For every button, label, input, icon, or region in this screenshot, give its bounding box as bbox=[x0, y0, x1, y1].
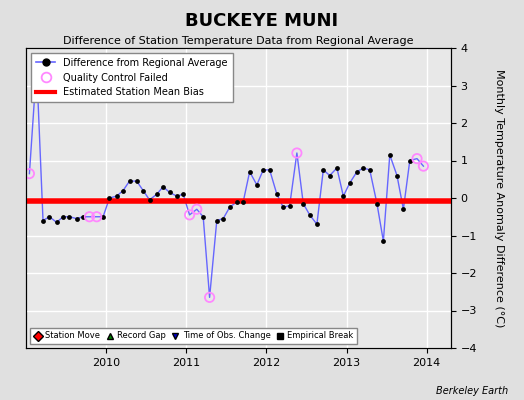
Point bbox=[373, 200, 381, 207]
Point bbox=[319, 167, 328, 173]
Point bbox=[152, 191, 161, 198]
Point bbox=[119, 187, 127, 194]
Point bbox=[406, 157, 414, 164]
Point bbox=[293, 150, 301, 156]
Point bbox=[32, 64, 41, 70]
Point bbox=[72, 216, 81, 222]
Legend: Station Move, Record Gap, Time of Obs. Change, Empirical Break: Station Move, Record Gap, Time of Obs. C… bbox=[30, 328, 357, 344]
Y-axis label: Monthly Temperature Anomaly Difference (°C): Monthly Temperature Anomaly Difference (… bbox=[494, 69, 504, 327]
Point bbox=[286, 202, 294, 209]
Point bbox=[253, 182, 261, 188]
Point bbox=[79, 214, 88, 220]
Point bbox=[225, 204, 234, 210]
Point bbox=[353, 168, 361, 175]
Point bbox=[233, 198, 241, 205]
Point bbox=[299, 200, 308, 207]
Point bbox=[272, 191, 281, 198]
Point bbox=[386, 152, 394, 158]
Point bbox=[105, 195, 114, 201]
Point bbox=[92, 214, 101, 220]
Point bbox=[66, 214, 74, 220]
Point bbox=[305, 212, 314, 218]
Point bbox=[333, 165, 341, 171]
Point bbox=[213, 217, 221, 224]
Point bbox=[159, 184, 167, 190]
Point bbox=[133, 178, 141, 184]
Point bbox=[393, 172, 401, 179]
Point bbox=[339, 193, 347, 199]
Point bbox=[185, 212, 194, 218]
Point bbox=[205, 294, 214, 300]
Point bbox=[366, 167, 374, 173]
Text: Berkeley Earth: Berkeley Earth bbox=[436, 386, 508, 396]
Point bbox=[345, 180, 354, 186]
Point bbox=[85, 214, 94, 220]
Point bbox=[199, 214, 208, 220]
Point bbox=[359, 165, 367, 171]
Point bbox=[379, 238, 388, 244]
Point bbox=[145, 197, 154, 203]
Point bbox=[25, 170, 34, 177]
Point bbox=[413, 156, 421, 162]
Point bbox=[166, 189, 174, 196]
Point bbox=[266, 167, 274, 173]
Point bbox=[172, 193, 181, 199]
Point bbox=[39, 217, 47, 224]
Point bbox=[279, 204, 288, 210]
Point bbox=[193, 206, 201, 212]
Point bbox=[179, 191, 188, 198]
Point bbox=[52, 219, 61, 226]
Point bbox=[399, 206, 408, 212]
Point bbox=[239, 198, 247, 205]
Point bbox=[139, 187, 147, 194]
Point bbox=[419, 163, 428, 169]
Point bbox=[113, 193, 121, 199]
Point bbox=[313, 221, 321, 228]
Point bbox=[325, 172, 334, 179]
Point bbox=[99, 214, 107, 220]
Point bbox=[219, 216, 227, 222]
Point bbox=[245, 168, 254, 175]
Text: BUCKEYE MUNI: BUCKEYE MUNI bbox=[185, 12, 339, 30]
Point bbox=[259, 167, 267, 173]
Title: Difference of Station Temperature Data from Regional Average: Difference of Station Temperature Data f… bbox=[63, 36, 413, 46]
Point bbox=[45, 214, 53, 220]
Point bbox=[125, 178, 134, 184]
Point bbox=[59, 214, 67, 220]
